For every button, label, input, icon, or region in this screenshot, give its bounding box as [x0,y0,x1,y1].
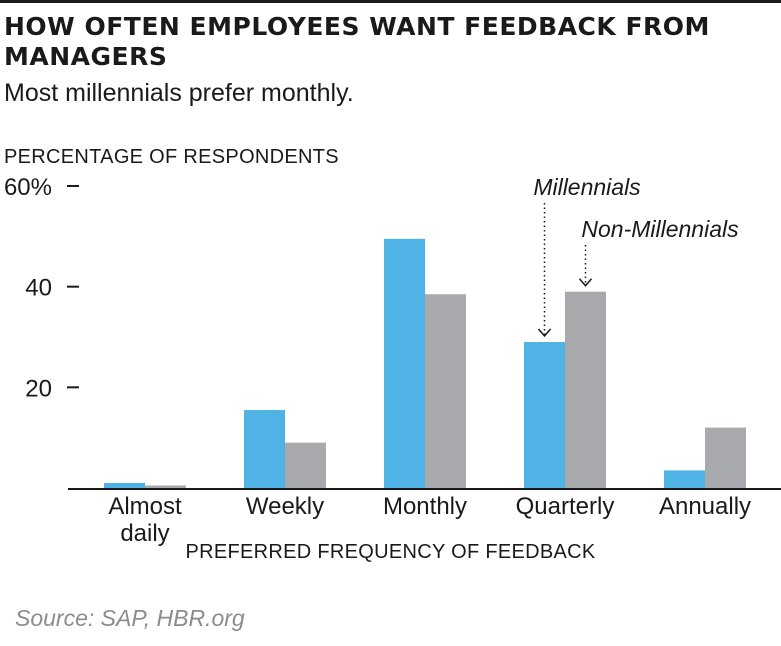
bar-millennials [664,470,705,488]
x-tick-label: daily [120,520,169,547]
bar-millennials [524,342,565,488]
x-tick-label: Almost [108,493,182,520]
bar-non-millennials [425,294,466,488]
bar-millennials [244,409,285,488]
x-axis-label: PREFERRED FREQUENCY OF FEEDBACK [185,541,596,563]
series-annotation: Millennials [533,174,641,200]
bar-non-millennials [705,427,746,488]
top-rule [0,0,781,3]
bar-non-millennials [285,442,326,488]
annotation-arrowhead [537,328,552,338]
y-tick-label: 40 [25,275,52,302]
annotation-arrowhead [578,278,593,287]
x-tick-label: Monthly [383,493,467,520]
y-axis-label: PERCENTAGE OF RESPONDENTS [4,146,339,168]
bar-millennials [104,482,145,488]
x-tick-label: Quarterly [516,493,615,520]
bar-non-millennials [565,291,606,488]
chart-title: HOW OFTEN EMPLOYEES WANT FEEDBACK FROM M… [4,12,710,71]
chart-subtitle: Most millennials prefer monthly. [4,79,354,107]
bar-non-millennials [145,485,186,488]
x-tick-label: Annually [659,493,751,520]
y-tick-label: 60% [4,174,52,201]
series-annotation: Non-Millennials [581,216,739,242]
x-tick-label: Weekly [246,493,324,520]
source-note: Source: SAP, HBR.org [15,605,245,631]
bar-millennials [384,238,425,488]
y-tick-label: 20 [25,375,52,402]
